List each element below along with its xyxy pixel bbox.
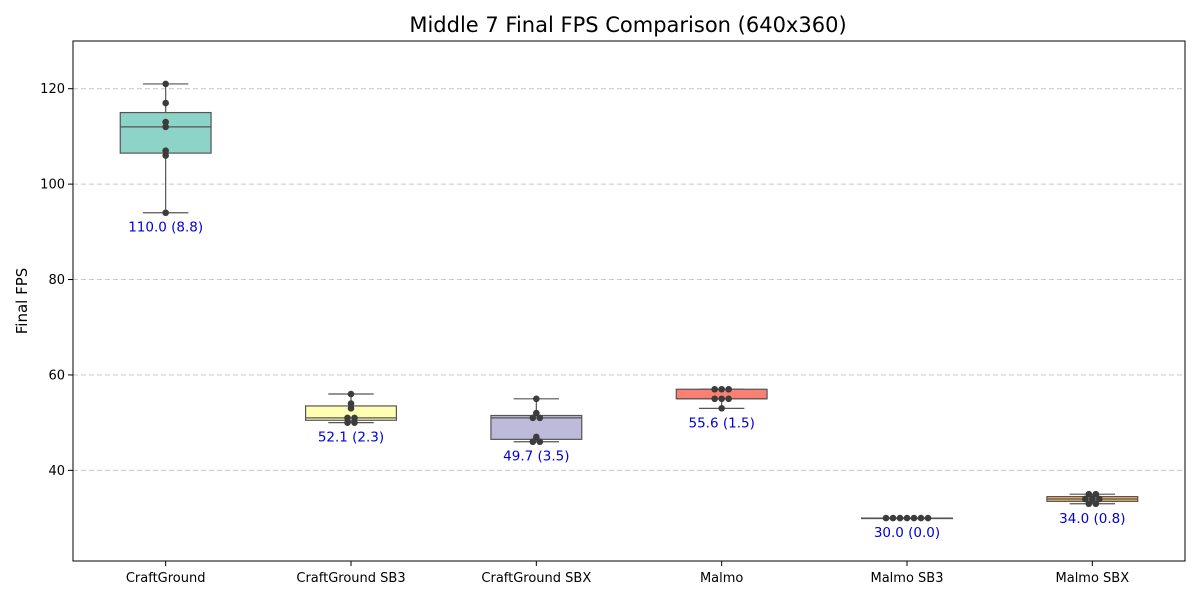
- data-point: [162, 123, 169, 131]
- data-point: [896, 514, 904, 522]
- box: [119, 111, 212, 154]
- mean-std-label: 49.7 (3.5): [503, 449, 569, 465]
- data-point: [924, 514, 932, 522]
- data-point: [533, 409, 540, 417]
- data-point: [711, 395, 718, 403]
- data-point: [725, 395, 732, 403]
- data-point: [529, 438, 537, 446]
- data-point: [347, 405, 355, 412]
- data-point: [533, 433, 540, 441]
- data-point: [718, 405, 725, 412]
- data-points: [162, 80, 1103, 522]
- data-point: [910, 514, 918, 522]
- x-tick-label: CraftGround: [126, 571, 206, 586]
- data-point: [718, 385, 725, 393]
- mean-std-label: 55.6 (1.5): [688, 415, 754, 431]
- x-tick-label: Malmo: [700, 571, 743, 586]
- stat-labels: 110.0 (8.8) 52.1 (2.3) 49.7 (3.5) 55.6 (1.5…: [128, 220, 1125, 541]
- data-point: [162, 147, 169, 155]
- data-point: [903, 514, 911, 522]
- chart-title: Middle 7 Final FPS Comparison (640x360): [409, 13, 846, 37]
- data-point: [162, 118, 169, 126]
- data-point: [162, 99, 169, 107]
- boxes: [119, 83, 1139, 520]
- plot-frame: [72, 40, 1186, 562]
- data-point: [1085, 490, 1093, 498]
- y-axis-label: Final FPS: [13, 268, 31, 335]
- data-point: [917, 514, 925, 522]
- gridlines: [73, 88, 1185, 471]
- data-point: [1082, 495, 1089, 503]
- data-point: [529, 414, 537, 422]
- mean-std-label: 52.1 (2.3): [318, 430, 384, 446]
- data-point: [1085, 500, 1093, 508]
- y-tick-label: 40: [48, 464, 65, 479]
- x-tick-label: Malmo SBX: [1056, 571, 1130, 586]
- data-point: [1089, 495, 1096, 503]
- x-tick-label: CraftGround SB3: [296, 571, 405, 586]
- data-point: [533, 395, 540, 403]
- data-point: [347, 390, 355, 398]
- x-tick-label: Malmo SB3: [871, 571, 944, 586]
- data-point: [351, 414, 358, 422]
- y-tick-label: 60: [48, 368, 65, 383]
- data-point: [162, 152, 169, 159]
- data-point: [1096, 495, 1103, 503]
- y-axis-ticks: 40 60 80 100 120: [40, 82, 73, 479]
- y-tick-label: 100: [40, 178, 65, 193]
- data-point: [882, 514, 890, 522]
- data-point: [351, 419, 358, 426]
- data-point: [718, 395, 725, 403]
- data-point: [889, 514, 897, 522]
- data-point: [347, 400, 355, 407]
- data-point: [1092, 490, 1100, 498]
- data-point: [344, 414, 351, 422]
- data-point: [536, 414, 544, 422]
- y-tick-label: 80: [48, 273, 65, 288]
- y-tick-label: 120: [40, 82, 65, 97]
- x-axis-ticks: CraftGround CraftGround SB3 CraftGround SB…: [126, 561, 1129, 586]
- data-point: [711, 385, 718, 393]
- data-point: [536, 438, 544, 446]
- mean-std-label: 34.0 (0.8): [1059, 511, 1125, 527]
- data-point: [725, 385, 732, 393]
- data-point: [344, 419, 351, 426]
- data-point: [1092, 500, 1100, 508]
- x-tick-label: CraftGround SBX: [481, 571, 591, 586]
- data-point: [162, 209, 169, 217]
- data-point: [162, 80, 169, 88]
- mean-std-label: 110.0 (8.8): [128, 220, 203, 236]
- mean-std-label: 30.0 (0.0): [874, 525, 940, 541]
